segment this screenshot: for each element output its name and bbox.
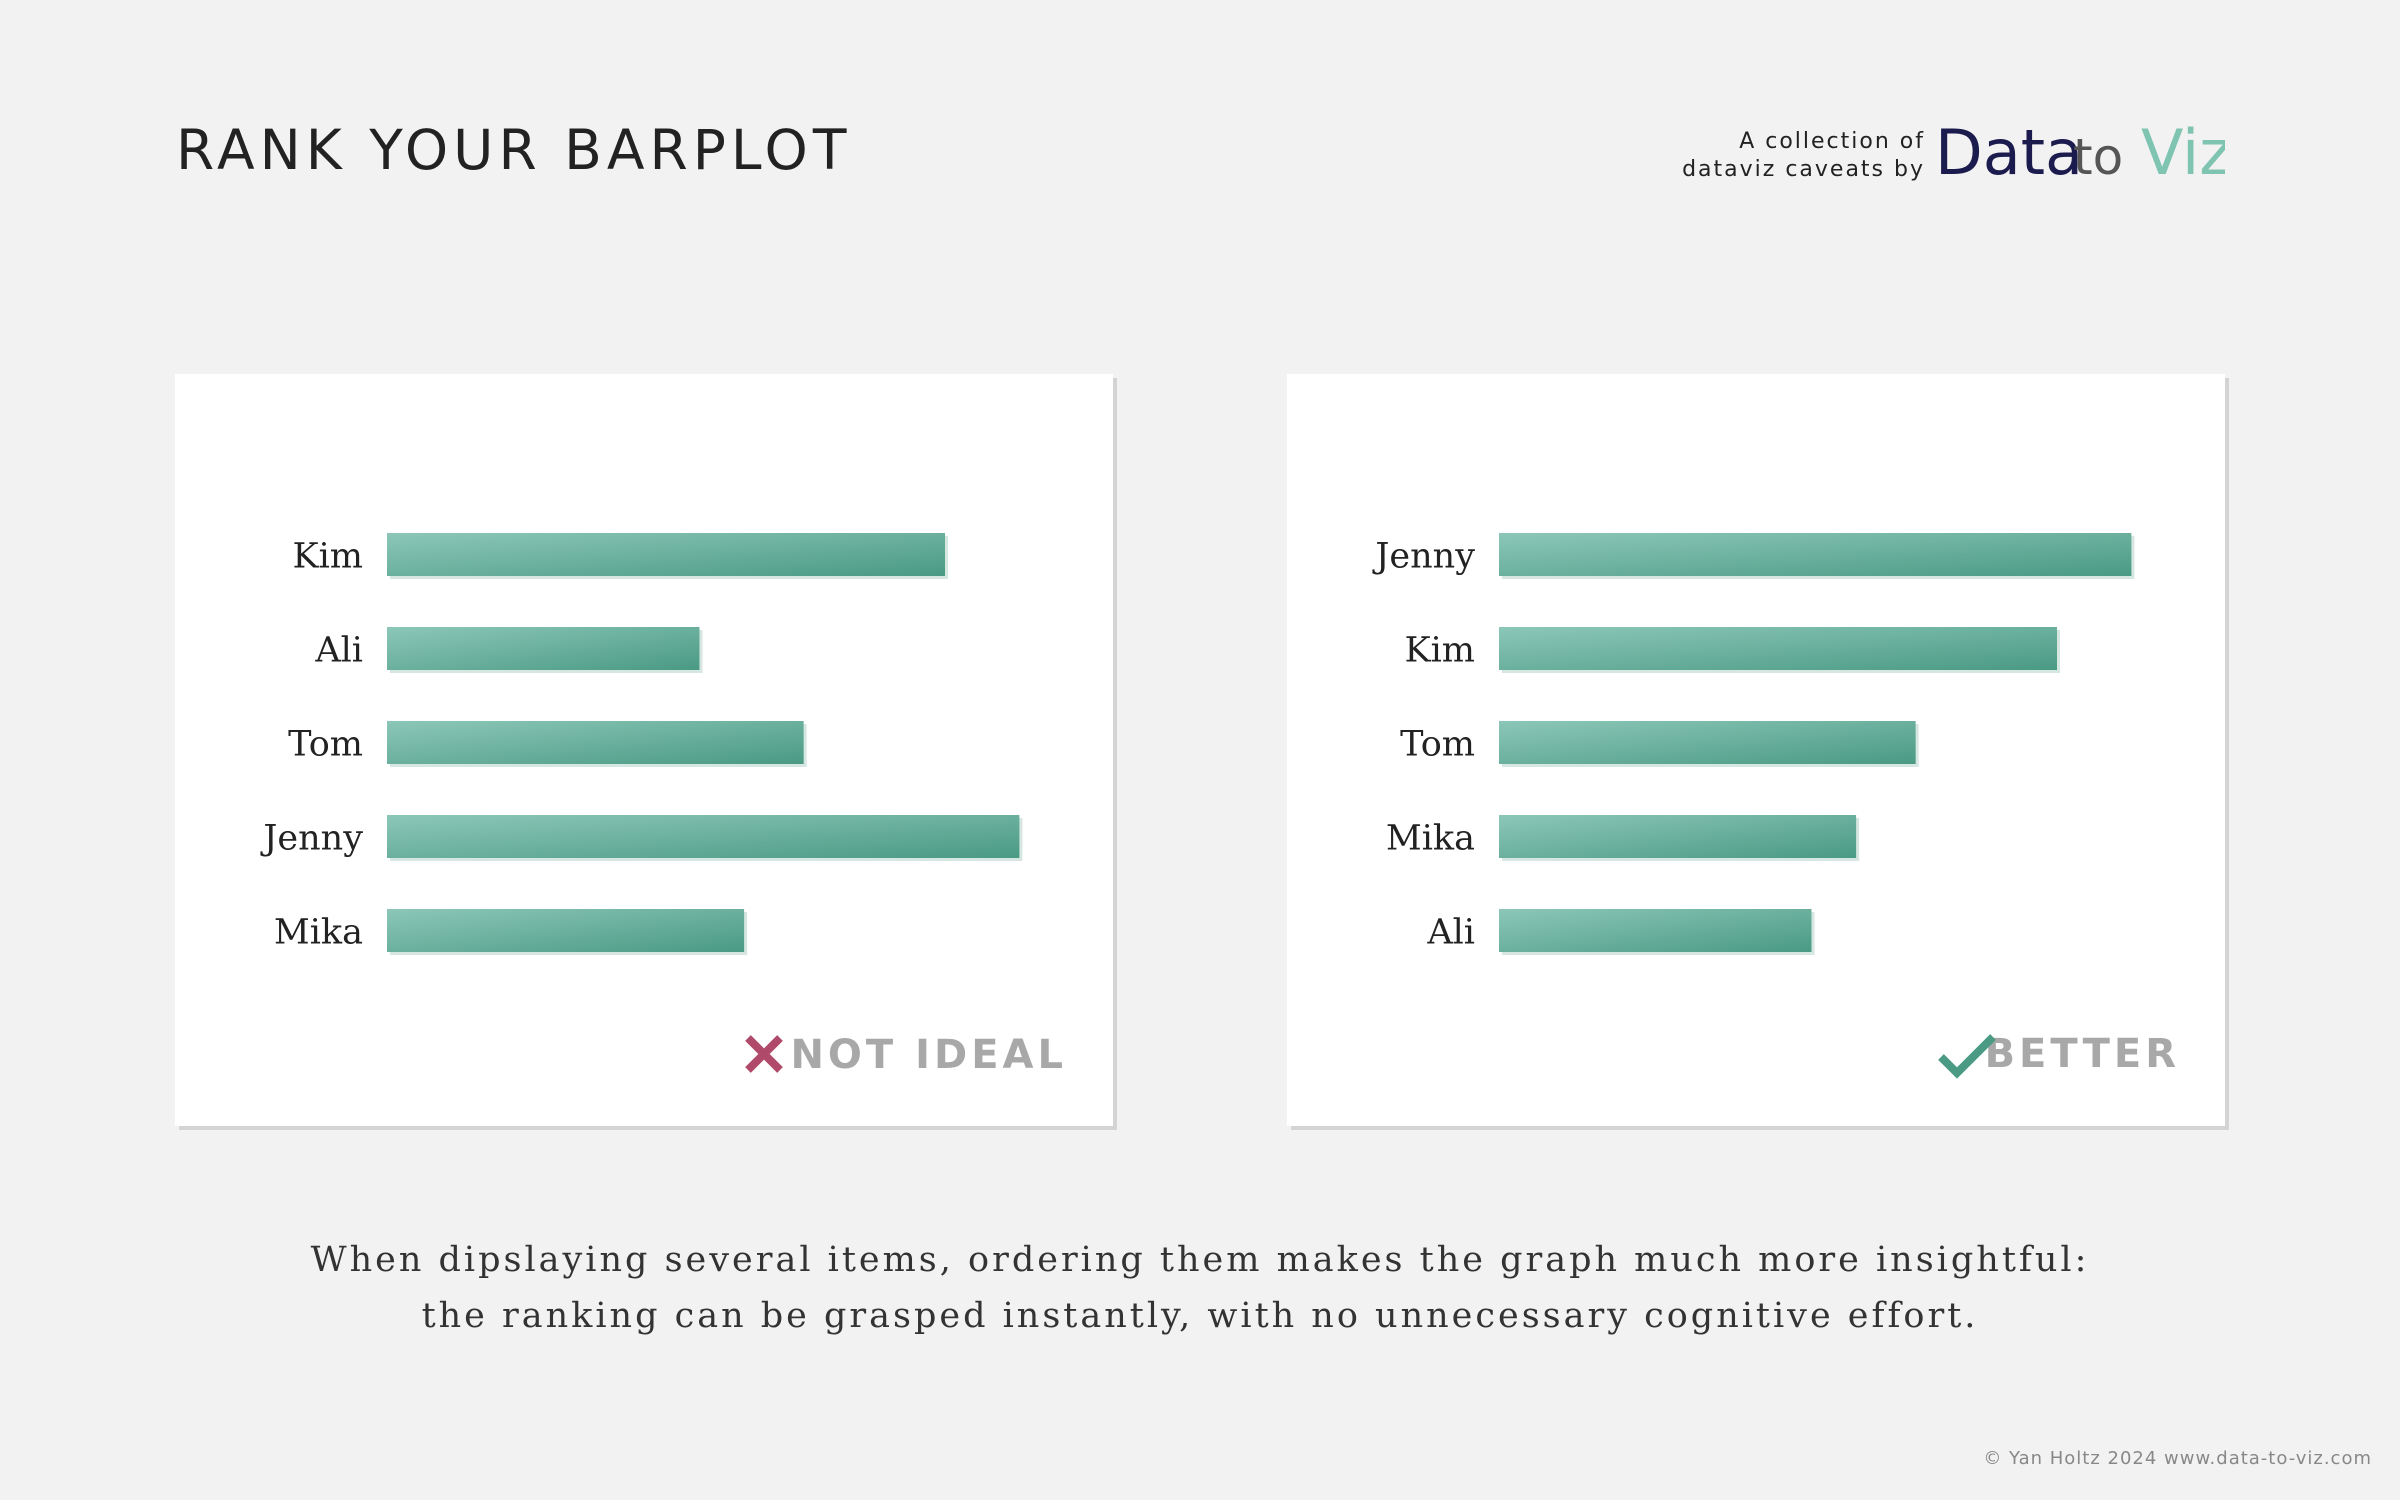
category-label-tom: Tom <box>288 725 363 765</box>
category-label-jenny: Jenny <box>260 819 363 859</box>
caption-line-2: the ranking can be grasped instantly, wi… <box>421 1296 1979 1336</box>
category-label-tom: Tom <box>1400 725 1475 765</box>
bar-mika <box>387 909 745 952</box>
brand-tagline: A collection of dataviz caveats by <box>1605 128 1925 184</box>
bar-kim <box>387 533 945 576</box>
verdict-not-ideal: NOT IDEAL <box>742 1032 1067 1078</box>
category-label-kim: Kim <box>1404 631 1475 671</box>
bar-mika <box>1499 815 1857 858</box>
logo-viz-text: Viz <box>2141 116 2225 189</box>
logo-data-text: Data <box>1935 116 2083 189</box>
bar-jenny <box>1499 533 2132 576</box>
verdict-label: BETTER <box>1984 1031 2180 1077</box>
bar-chart-ordered: Jenny Kim Tom Mika Ali <box>1372 533 2135 955</box>
verdict-better: BETTER <box>1937 1031 2180 1079</box>
tagline-line-2: dataviz caveats by <box>1682 157 1925 182</box>
category-label-ali: Ali <box>1426 913 1475 953</box>
bar-tom <box>387 721 804 764</box>
logo-to-text: to <box>2073 128 2123 186</box>
category-label-ali: Ali <box>314 631 363 671</box>
chart-panel-not-ideal: Kim Ali Tom Jenny Mika NOT IDEAL <box>175 374 1113 1126</box>
bar-ali <box>1499 909 1812 952</box>
category-label-mika: Mika <box>1386 819 1475 859</box>
category-label-mika: Mika <box>274 913 363 953</box>
bar-tom <box>1499 721 1916 764</box>
category-label-kim: Kim <box>292 537 363 577</box>
caption-line-1: When dipslaying several items, ordering … <box>310 1240 2090 1280</box>
bar-ali <box>387 627 700 670</box>
page-title: RANK YOUR BARPLOT <box>176 118 852 182</box>
verdict-label: NOT IDEAL <box>790 1032 1067 1078</box>
category-label-jenny: Jenny <box>1372 537 1475 577</box>
bar-kim <box>1499 627 2057 670</box>
chart-panel-better: Jenny Kim Tom Mika Ali BETTER <box>1287 374 2225 1126</box>
tagline-line-1: A collection of <box>1739 129 1925 154</box>
caption: When dipslaying several items, ordering … <box>0 1232 2400 1344</box>
data-to-viz-logo[interactable]: Data to Viz <box>1935 112 2225 192</box>
bar-chart-unordered: Kim Ali Tom Jenny Mika <box>260 533 1023 955</box>
footer-credit[interactable]: © Yan Holtz 2024 www.data-to-viz.com <box>1983 1448 2372 1469</box>
bar-jenny <box>387 815 1020 858</box>
